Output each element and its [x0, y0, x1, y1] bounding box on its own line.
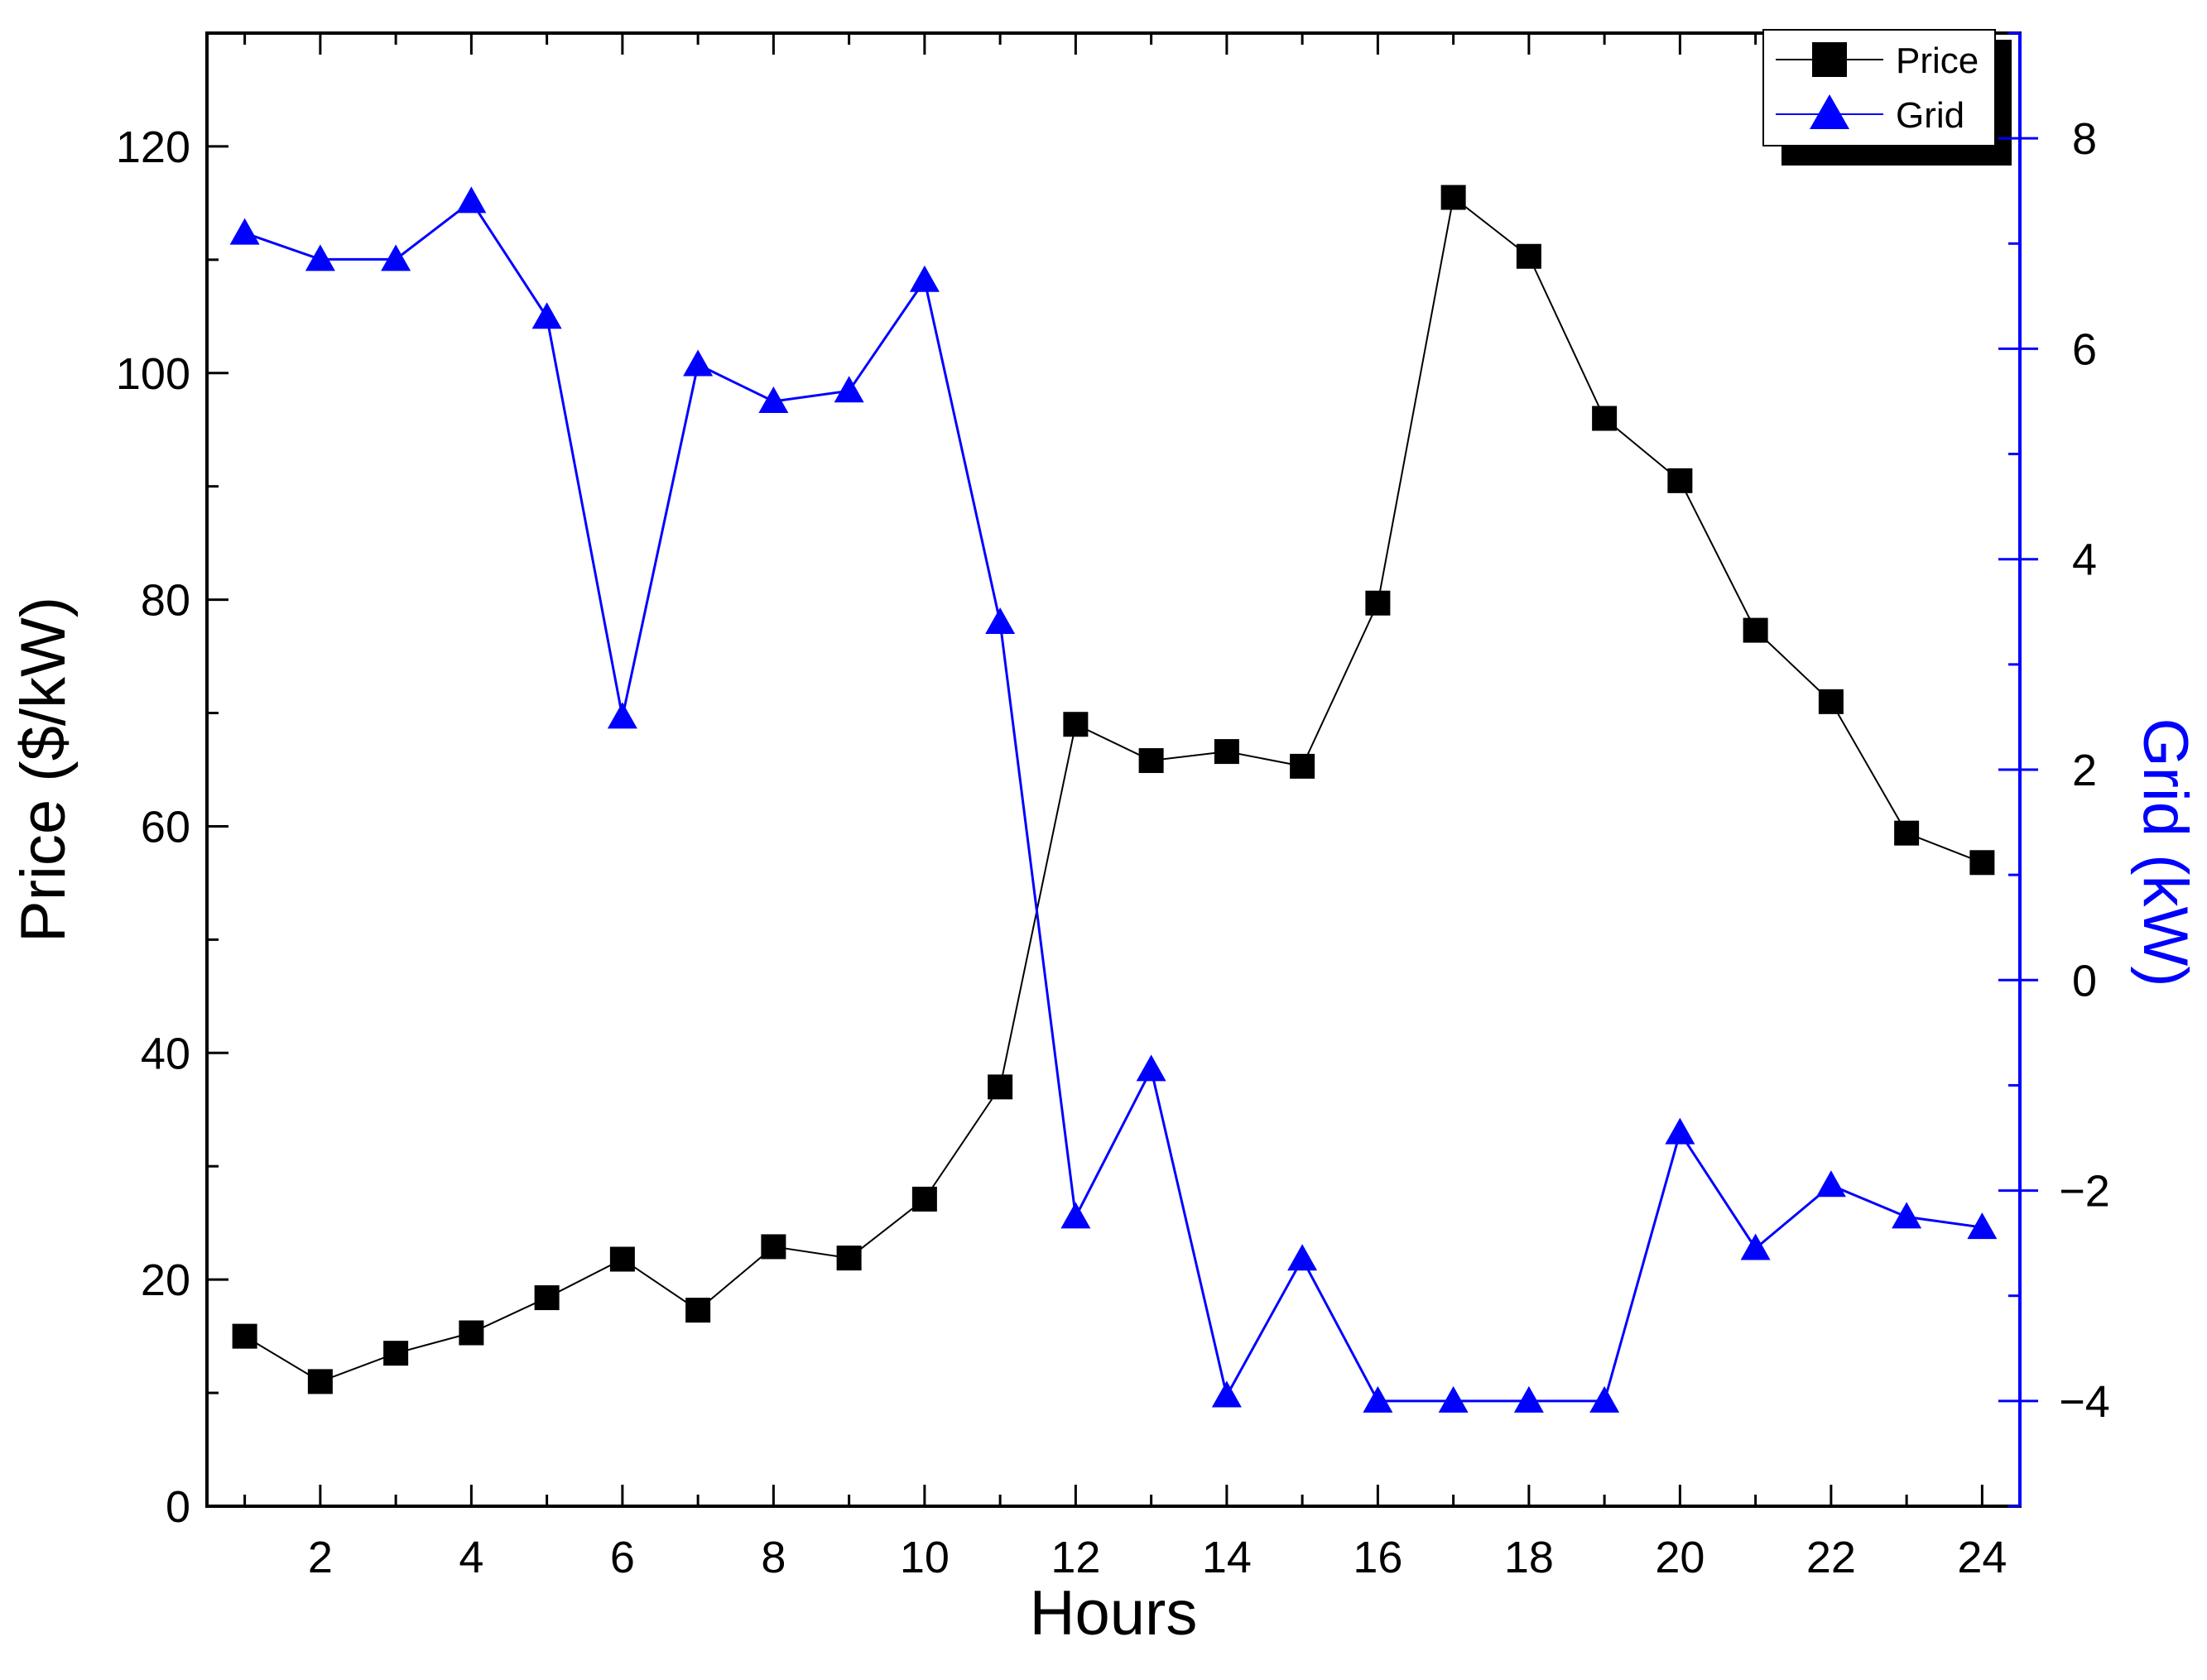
y-tick-label: 20 — [141, 1255, 190, 1305]
y-tick-label: 0 — [166, 1482, 190, 1532]
price-point — [307, 1369, 333, 1394]
legend-grid-marker — [1810, 94, 1849, 129]
y2-tick-label: −4 — [2059, 1377, 2110, 1427]
y-tick-label: 60 — [141, 802, 190, 852]
x-tick-label: 24 — [1957, 1533, 2007, 1582]
price-point — [609, 1246, 635, 1272]
y-axis-title: Price ($/kW) — [8, 597, 79, 943]
price-point — [1290, 753, 1315, 779]
series-layer — [229, 185, 1998, 1413]
y2-tick-label: 6 — [2072, 324, 2097, 374]
grid-point — [1815, 1170, 1846, 1198]
price-point — [1440, 185, 1466, 210]
x-tick-label: 4 — [459, 1533, 483, 1582]
grid-point — [1665, 1117, 1695, 1145]
grid-point — [683, 349, 714, 377]
legend-price-label: Price — [1896, 41, 1979, 81]
y-tick-label: 120 — [116, 122, 190, 172]
price-point — [1743, 617, 1768, 643]
y2-tick-label: 2 — [2072, 746, 2097, 795]
grid-point — [1589, 1385, 1620, 1413]
x-tick-label: 6 — [610, 1533, 635, 1582]
price-point — [1592, 406, 1618, 431]
price-point — [1667, 468, 1693, 493]
y2-tick-label: 4 — [2072, 535, 2097, 585]
y-tick-label: 80 — [141, 576, 190, 626]
grid-point — [1211, 1380, 1242, 1408]
grid-point — [909, 265, 940, 292]
legend: Price Grid — [1762, 29, 1996, 146]
y-tick-label: 100 — [116, 349, 190, 399]
grid-point — [305, 244, 335, 271]
grid-point — [381, 244, 411, 271]
price-point — [232, 1323, 257, 1349]
price-point — [1969, 850, 1995, 876]
x-tick-label: 18 — [1504, 1533, 1554, 1582]
price-series-line — [244, 195, 1983, 1383]
grid-point — [1287, 1244, 1318, 1271]
y2-tick-label: 8 — [2072, 114, 2097, 164]
price-point — [1138, 748, 1164, 774]
plot-frame — [205, 31, 2022, 1508]
x-tick-label: 12 — [1051, 1533, 1100, 1582]
legend-box — [1762, 29, 1996, 146]
grid-point — [758, 386, 789, 413]
x-tick-label: 14 — [1202, 1533, 1252, 1582]
y-axis-ticks: 0 20 40 60 80 100 120 — [116, 31, 228, 1532]
price-point — [534, 1285, 560, 1311]
grid-series-line — [244, 199, 1983, 1403]
price-point — [761, 1234, 786, 1260]
grid-point — [607, 702, 637, 729]
grid-point — [1740, 1233, 1771, 1260]
y2-axis-title: Grid (kW) — [2130, 718, 2200, 986]
price-point — [1063, 712, 1089, 737]
x-tick-label: 2 — [308, 1533, 333, 1582]
price-point — [459, 1320, 484, 1346]
grid-point — [1513, 1385, 1544, 1413]
price-point — [1894, 820, 1920, 846]
x-tick-label: 22 — [1806, 1533, 1856, 1582]
y-tick-label: 40 — [141, 1029, 190, 1078]
grid-point — [1136, 1054, 1166, 1082]
x-tick-label: 10 — [900, 1533, 950, 1582]
x-axis-ticks: 2 4 6 8 10 12 14 16 18 20 22 24 — [243, 33, 2007, 1582]
x-axis-title: Hours — [1030, 1578, 1198, 1649]
x-tick-label: 8 — [761, 1533, 786, 1582]
price-point — [1365, 590, 1391, 616]
grid-point — [531, 302, 562, 329]
legend-grid-label: Grid — [1896, 95, 1964, 136]
price-point — [1516, 243, 1541, 269]
y2-tick-label: −2 — [2059, 1167, 2110, 1217]
x-tick-label: 16 — [1353, 1533, 1402, 1582]
x-tick-label: 20 — [1655, 1533, 1705, 1582]
price-point — [911, 1186, 937, 1212]
grid-point — [229, 218, 260, 245]
price-point — [836, 1246, 862, 1271]
price-point — [383, 1341, 409, 1366]
grid-point — [1060, 1202, 1091, 1229]
y2-tick-label: 0 — [2072, 956, 2097, 1006]
price-point — [1214, 739, 1239, 765]
grid-point — [456, 186, 487, 214]
grid-point — [1967, 1212, 1998, 1240]
y2-axis-ticks: −4 −2 0 2 4 6 8 — [1998, 31, 2110, 1508]
price-point — [685, 1298, 711, 1323]
price-point — [988, 1074, 1013, 1100]
grid-point — [1892, 1202, 1922, 1229]
grid-point — [834, 376, 864, 403]
grid-point — [985, 607, 1016, 634]
grid-point — [1363, 1385, 1393, 1413]
price-point — [1818, 689, 1844, 714]
legend-price-marker — [1812, 42, 1847, 77]
grid-point — [1438, 1385, 1469, 1413]
